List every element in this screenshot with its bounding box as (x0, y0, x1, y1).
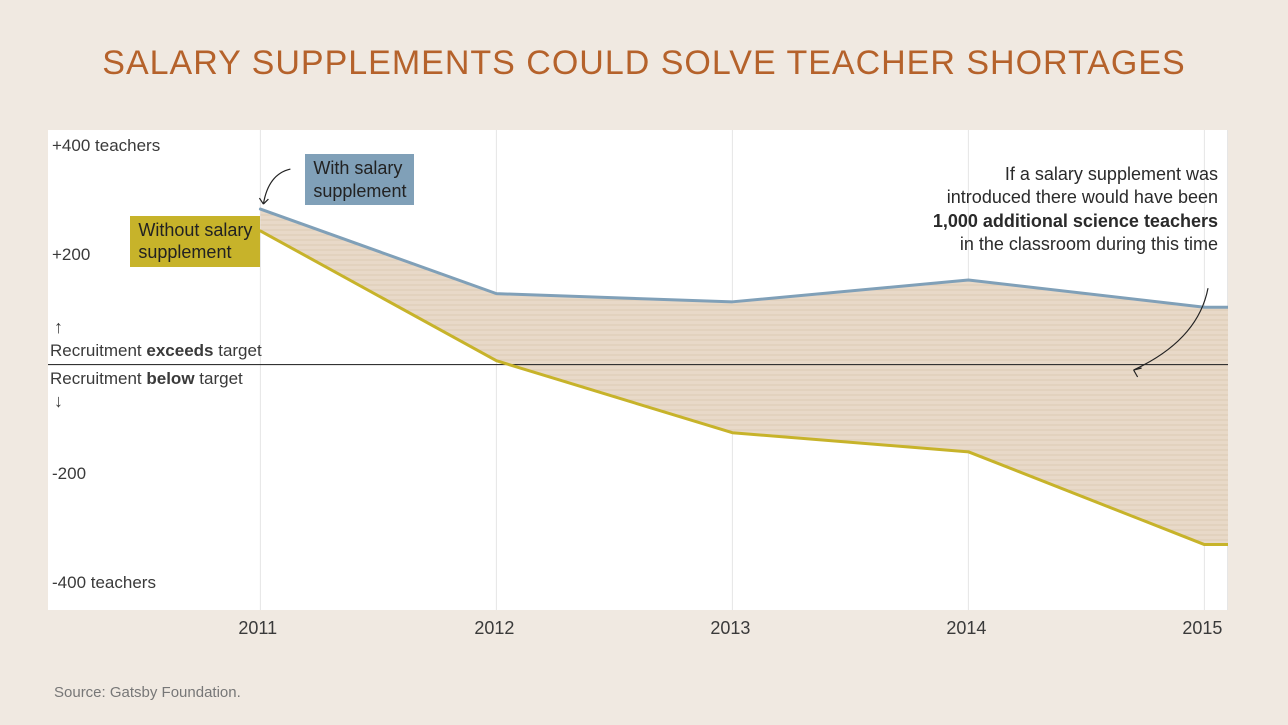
recruitment-below-label: Recruitment below target (50, 369, 243, 389)
y-tick-neg400: -400 teachers (52, 573, 156, 593)
chart-area: +400 teachers +200 -200 -400 teachers ↑ … (48, 130, 1228, 610)
y-tick-neg200: -200 (52, 464, 86, 484)
source-text: Source: Gatsby Foundation. (54, 684, 241, 701)
y-tick-200: +200 (52, 245, 90, 265)
x-tick-2013: 2013 (710, 618, 750, 639)
x-tick-2012: 2012 (474, 618, 514, 639)
x-tick-2015: 2015 (1182, 618, 1222, 639)
without-supplement-label: Without salary supplement (130, 216, 260, 267)
y-tick-400: +400 teachers (52, 136, 160, 156)
recruitment-exceeds-label: Recruitment exceeds target (50, 341, 262, 361)
arrow-up-icon: ↑ (54, 317, 63, 338)
page-root: SALARY SUPPLEMENTS COULD SOLVE TEACHER S… (0, 0, 1288, 725)
x-tick-2011: 2011 (238, 618, 277, 639)
annotation-note: If a salary supplement was introduced th… (898, 163, 1218, 257)
chart-title: SALARY SUPPLEMENTS COULD SOLVE TEACHER S… (0, 44, 1288, 83)
x-tick-2014: 2014 (946, 618, 986, 639)
with-supplement-label: With salary supplement (305, 154, 414, 205)
arrow-down-icon: ↓ (54, 391, 63, 412)
